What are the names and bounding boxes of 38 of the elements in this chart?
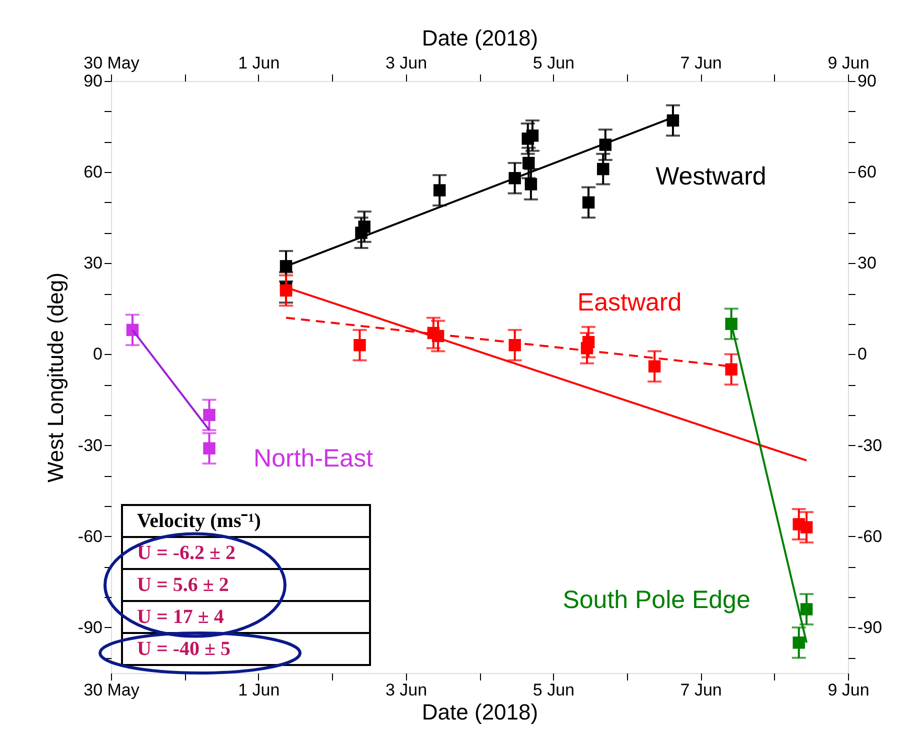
annotation: Velocity (ms⁻¹) [137, 510, 261, 532]
y-tick-label: 30 [84, 254, 102, 273]
y-tick-label: 90 [84, 72, 102, 90]
x-axis-title: Date (2018) [422, 700, 538, 724]
series-label: Eastward [577, 288, 682, 316]
y-tick-label: 60 [84, 162, 102, 182]
series-label: South Pole Edge [562, 586, 750, 614]
annotation: U = 5.6 ± 2 [137, 574, 229, 596]
x-tick-label: 5 Jun [532, 680, 574, 700]
annotation: U = -6.2 ± 2 [137, 542, 236, 564]
x2-tick-label: 3 Jun [386, 54, 428, 72]
x-tick-label: 30 May [84, 680, 140, 700]
annotation: U = -40 ± 5 [137, 638, 230, 660]
x2-tick-label: 9 Jun [828, 54, 870, 72]
y-tick-label: -90 [78, 618, 102, 637]
y-tick-label: -60 [78, 526, 102, 546]
x2-tick-label: 7 Jun [680, 54, 722, 72]
y-axis-title: West Longitude (deg) [42, 272, 68, 482]
y2-tick-label: 90 [858, 72, 876, 90]
x2-tick-label: 5 Jun [532, 54, 574, 72]
x2-axis-title: Date (2018) [422, 26, 538, 50]
y2-tick-label: 60 [858, 162, 876, 182]
series-label: North-East [254, 444, 374, 472]
series-label: Westward [656, 162, 766, 190]
x2-tick-label: 1 Jun [238, 54, 280, 72]
x-tick-label: 9 Jun [828, 680, 870, 700]
x-tick-label: 3 Jun [386, 680, 428, 700]
y-tick-label: -30 [78, 436, 102, 455]
y2-tick-label: 30 [858, 254, 876, 273]
y2-tick-label: -90 [858, 618, 882, 637]
annotation: U = 17 ± 4 [137, 606, 224, 628]
x2-tick-label: 30 May [84, 54, 140, 72]
y-tick-label: 0 [93, 344, 102, 364]
y2-tick-label: -30 [858, 436, 882, 455]
y2-tick-label: -60 [858, 526, 882, 546]
y2-tick-label: 0 [858, 344, 867, 364]
x-tick-label: 1 Jun [238, 680, 280, 700]
x-tick-label: 7 Jun [680, 680, 722, 700]
